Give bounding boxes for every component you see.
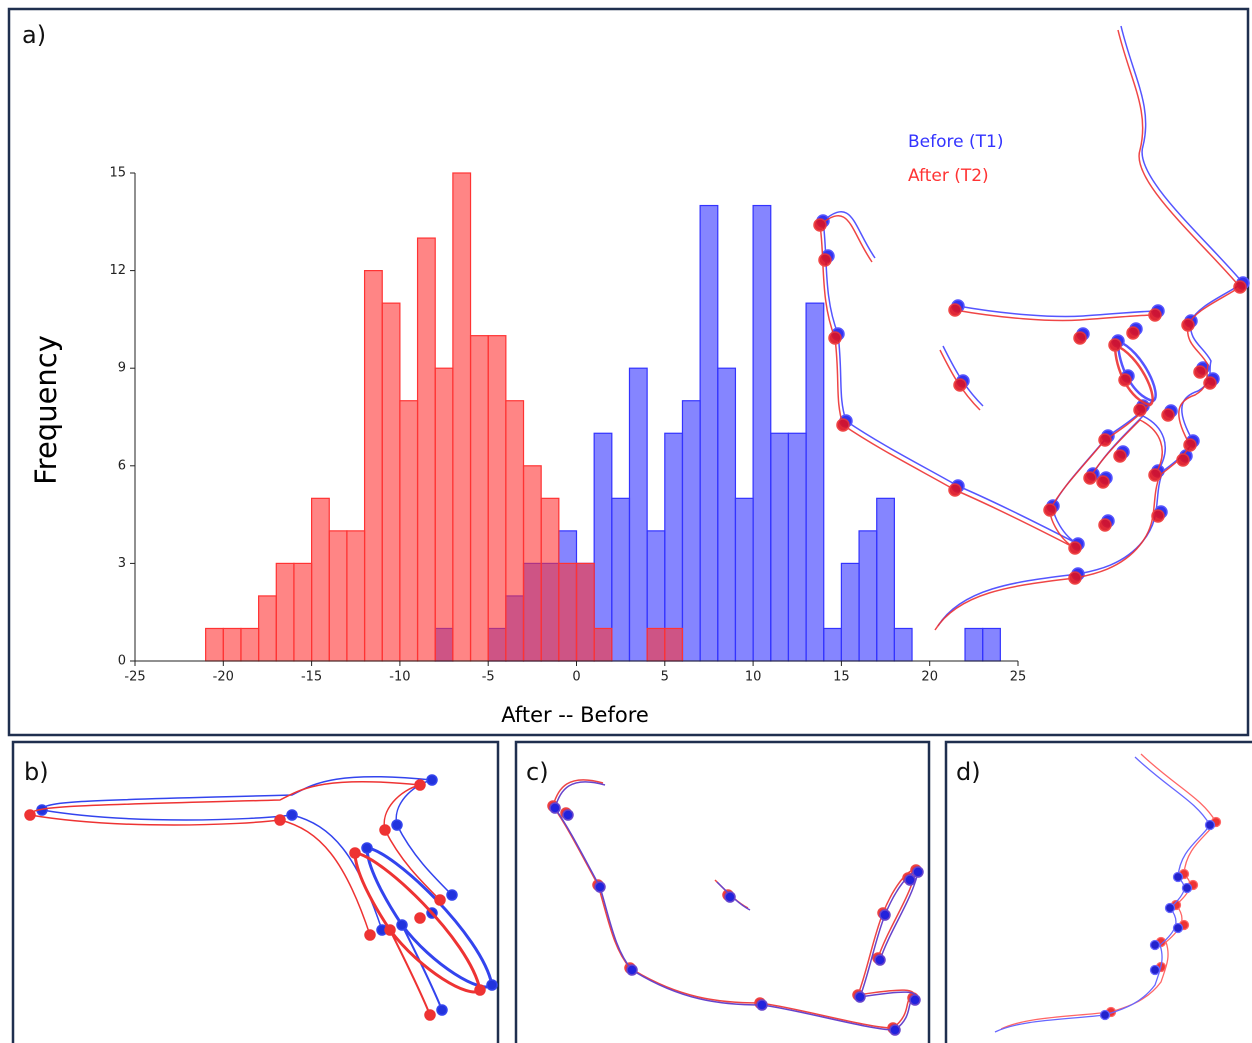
bar: [629, 368, 647, 661]
x-tick-label: 5: [661, 670, 669, 685]
x-tick-label: -5: [482, 670, 495, 685]
bar: [329, 531, 347, 661]
bar: [382, 303, 400, 661]
bar: [577, 563, 595, 661]
bar: [665, 628, 683, 661]
y-axis-label: Frequency: [29, 335, 63, 485]
bar: [700, 206, 718, 661]
bar: [276, 563, 294, 661]
bar: [771, 433, 789, 661]
bar: [206, 628, 224, 661]
bar: [453, 173, 471, 661]
bar: [594, 628, 612, 661]
x-tick-label: 25: [1010, 670, 1027, 685]
panel-d: [946, 742, 1252, 1043]
bar: [965, 628, 983, 661]
panel-c: [516, 742, 929, 1043]
bar: [859, 531, 877, 661]
bar: [223, 628, 241, 661]
bar: [506, 401, 524, 661]
y-tick-label: 12: [109, 263, 126, 278]
bar: [312, 498, 330, 661]
panel-label: d): [956, 758, 981, 786]
bar: [418, 238, 436, 661]
y-tick-label: 15: [109, 166, 126, 181]
tracing-c: [548, 780, 923, 1035]
bar: [682, 401, 700, 661]
y-tick-label: 3: [118, 556, 126, 571]
x-tick-label: -20: [213, 670, 234, 685]
bar: [259, 596, 277, 661]
y-tick-label: 9: [118, 361, 126, 376]
bar: [541, 498, 559, 661]
tracing-d: [995, 754, 1221, 1032]
histogram: Before (T1) After (T2) -25 -20 -15 -10 -5 0 5 10 1…: [109, 132, 1026, 685]
bar: [488, 336, 506, 661]
x-tick-label: 20: [921, 670, 938, 685]
bar: [753, 206, 771, 661]
legend-entry: After (T2): [908, 166, 989, 186]
x-tick-label: -25: [124, 670, 145, 685]
legend-entry: Before (T1): [908, 132, 1003, 152]
bar: [665, 433, 683, 661]
figure: a) b) c) d) Before (T1) After (T2) -25 -20 -…: [0, 0, 1252, 1043]
tracing-b: [25, 775, 497, 1020]
bar: [594, 433, 612, 661]
bar: [524, 466, 542, 661]
x-tick-label: 10: [745, 670, 762, 685]
bar: [612, 498, 630, 661]
y-tick-label: 0: [118, 654, 126, 669]
panel-label: a): [22, 21, 46, 49]
bar: [788, 433, 806, 661]
x-tick-label: -15: [301, 670, 322, 685]
bar: [559, 563, 577, 661]
panel-label: c): [526, 758, 549, 786]
panel-label: b): [24, 758, 49, 786]
y-tick-label: 6: [118, 458, 126, 473]
bar: [877, 498, 895, 661]
bar: [471, 336, 489, 661]
x-axis-label: After -- Before: [501, 703, 649, 727]
x-tick-label: -10: [389, 670, 410, 685]
bar: [241, 628, 259, 661]
bar: [841, 563, 859, 661]
bar: [347, 531, 365, 661]
bar: [365, 271, 383, 661]
bar: [294, 563, 312, 661]
bar: [983, 628, 1001, 661]
bar: [806, 303, 824, 661]
bar: [400, 401, 418, 661]
bar: [824, 628, 842, 661]
bar: [647, 628, 665, 661]
x-tick-label: 0: [572, 670, 580, 685]
bar: [718, 368, 736, 661]
bar: [735, 498, 753, 661]
x-tick-label: 15: [833, 670, 850, 685]
bar: [894, 628, 912, 661]
bar: [435, 368, 453, 661]
